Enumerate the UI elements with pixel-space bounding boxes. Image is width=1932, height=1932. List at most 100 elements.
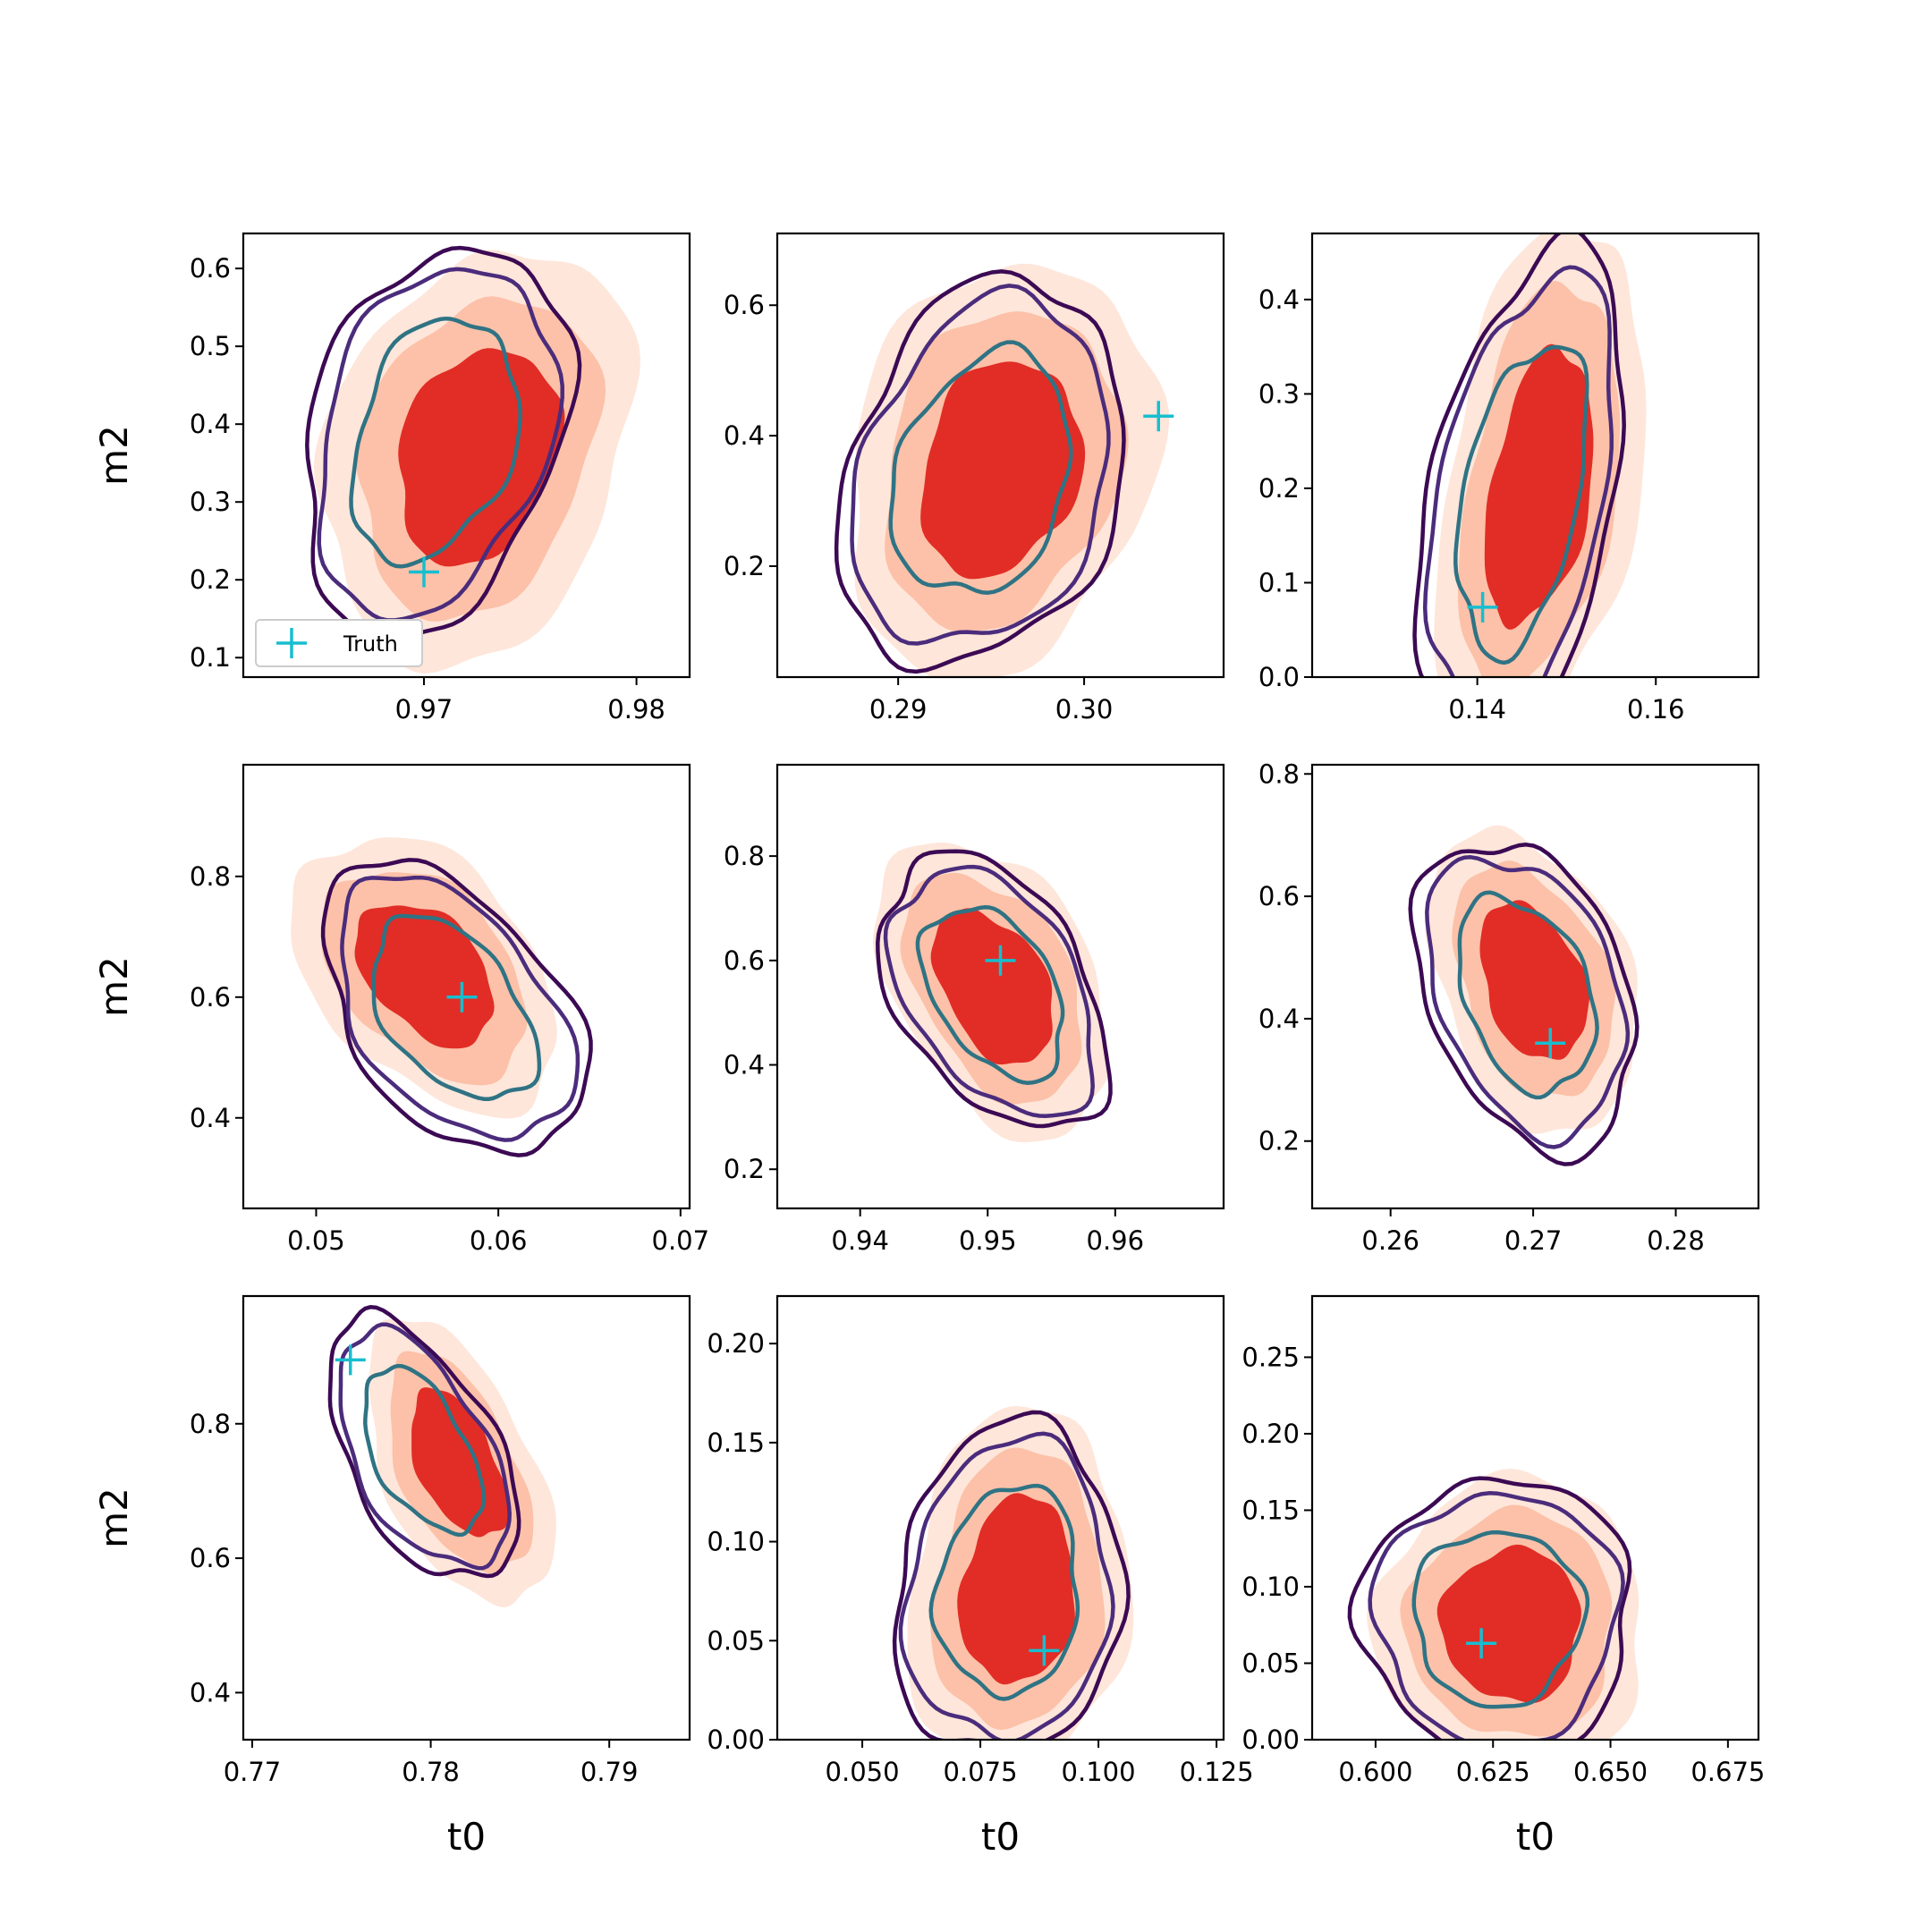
contour-line-level-2: [338, 1322, 512, 1571]
density-fill-level-3: [930, 908, 1053, 1065]
axes-frame: [1310, 1294, 1760, 1741]
x-tick-label: 0.100: [1062, 1757, 1136, 1787]
y-tick-label: 0.4: [1258, 284, 1300, 315]
x-tick-label: 0.05: [287, 1225, 345, 1256]
panel-6: 0.26 0.27 0.28 0.2 0.4 0.6 0.8: [1258, 758, 1760, 1256]
y-tick-label: 0.4: [724, 420, 765, 451]
y-tick-label: 0.10: [707, 1527, 765, 1557]
contour-line-level-1: [327, 1305, 521, 1579]
axes-frame: [1310, 763, 1760, 1210]
y-tick-label: 0.4: [190, 409, 231, 439]
y-tick-label: 0.1: [190, 642, 231, 673]
y-tick-label: 0.3: [1258, 378, 1300, 409]
y-tick-label: 0.6: [1258, 881, 1300, 911]
axes-frame: [775, 1294, 1225, 1741]
density-fill-level-3: [1436, 1544, 1581, 1703]
y-tick-label: 0.8: [1258, 758, 1300, 789]
contour-line-level-3: [1457, 890, 1599, 1100]
y-tick-label: 0.4: [1258, 1004, 1300, 1034]
y-tick-label: 0.2: [724, 1154, 765, 1184]
legend: Truth: [255, 619, 423, 667]
panel-7: 0.77 0.78 0.79 0.4 0.6 0.8 m2 t0: [92, 1294, 691, 1859]
x-tick-label: 0.30: [1055, 694, 1114, 724]
y-tick-label: 0.2: [1258, 1126, 1300, 1157]
density-fill-level-3: [920, 361, 1086, 580]
plot-area: [834, 263, 1170, 677]
y-tick-label: 0.00: [707, 1724, 765, 1755]
axes-frame: [775, 763, 1225, 1210]
y-tick-label: 0.4: [724, 1050, 765, 1080]
plot-area: [327, 1305, 556, 1608]
x-tick-label: 0.94: [831, 1225, 889, 1256]
y-tick-label: 0.6: [190, 1543, 231, 1573]
x-tick-label: 0.27: [1504, 1225, 1563, 1256]
contour-line-level-2: [1425, 855, 1631, 1149]
contour-line-level-1: [320, 858, 593, 1157]
y-tick-label: 0.6: [724, 945, 765, 976]
y-axis-label: m2: [92, 1487, 136, 1548]
legend-box: [255, 619, 423, 667]
panel-1: 0.97 0.98 0.1 0.2 0.3 0.4 0.5 0.6 m2 Truth: [92, 232, 691, 724]
y-tick-label: 0.2: [190, 564, 231, 595]
x-tick-label: 0.28: [1647, 1225, 1705, 1256]
density-fill-level-3: [354, 905, 495, 1049]
x-tick-label: 0.77: [224, 1757, 282, 1787]
density-fill-level-3: [398, 348, 565, 567]
contour-line-level-1: [834, 269, 1126, 674]
axes-frame: [775, 232, 1225, 679]
y-tick-label: 0.10: [1241, 1572, 1300, 1602]
axes-frame: [242, 232, 691, 679]
plot-area: [1408, 825, 1640, 1166]
x-tick-label: 0.675: [1690, 1757, 1765, 1787]
panel-grid: 0.97 0.98 0.1 0.2 0.3 0.4 0.5 0.6 m2 Truth 0.29 0.3…: [92, 232, 1765, 1859]
y-tick-label: 0.4: [190, 1677, 231, 1707]
plot-area: [892, 1406, 1134, 1740]
x-tick-label: 0.125: [1180, 1757, 1254, 1787]
x-tick-label: 0.14: [1448, 694, 1506, 724]
y-tick-label: 0.15: [707, 1428, 765, 1458]
contour-line-level-2: [883, 864, 1095, 1119]
contour-line-level-2: [1422, 265, 1614, 677]
x-tick-label: 0.075: [944, 1757, 1018, 1787]
x-tick-label: 0.78: [402, 1757, 460, 1787]
x-tick-label: 0.29: [869, 694, 928, 724]
x-tick-label: 0.050: [826, 1757, 900, 1787]
x-tick-label: 0.16: [1627, 694, 1685, 724]
x-axis-label: t0: [1516, 1815, 1555, 1859]
y-tick-label: 0.6: [190, 982, 231, 1013]
contour-line-level-3: [371, 913, 542, 1102]
contour-line-level-2: [317, 267, 564, 623]
contour-line-level-2: [898, 1431, 1115, 1740]
density-fill-level-3: [1479, 900, 1590, 1060]
contour-line-level-1: [1412, 233, 1626, 677]
y-tick-label: 0.20: [1241, 1419, 1300, 1449]
plot-area: [873, 843, 1113, 1143]
x-axis-label: t0: [447, 1815, 486, 1859]
x-tick-label: 0.79: [580, 1757, 639, 1787]
y-tick-label: 0.15: [1241, 1495, 1300, 1525]
y-axis-label: m2: [92, 956, 136, 1017]
contour-line-level-1: [892, 1410, 1131, 1740]
contour-line-level-1: [1408, 843, 1640, 1166]
x-axis-label: t0: [981, 1815, 1020, 1859]
contour-line-level-3: [363, 1363, 487, 1538]
y-tick-label: 0.20: [707, 1328, 765, 1359]
contour-line-level-2: [340, 875, 580, 1142]
axes-frame: [1310, 232, 1760, 679]
x-tick-label: 0.26: [1361, 1225, 1419, 1256]
y-tick-label: 0.2: [1258, 473, 1300, 504]
contour-line-level-3: [915, 905, 1065, 1085]
panel-5: 0.94 0.95 0.96 0.2 0.4 0.6 0.8: [724, 763, 1225, 1256]
x-tick-label: 0.600: [1338, 1757, 1412, 1787]
contour-line-level-2: [1368, 1491, 1625, 1740]
panel-8: 0.050 0.075 0.100 0.125 0.00 0.05 0.10 0.15 0.20…: [707, 1294, 1254, 1859]
x-tick-label: 0.07: [652, 1225, 710, 1256]
y-tick-label: 0.8: [724, 841, 765, 871]
x-tick-label: 0.95: [959, 1225, 1017, 1256]
y-axis-label: m2: [92, 425, 136, 486]
x-tick-label: 0.625: [1456, 1757, 1530, 1787]
y-tick-label: 0.8: [190, 861, 231, 892]
y-tick-label: 0.05: [707, 1625, 765, 1656]
y-tick-label: 0.2: [724, 551, 765, 581]
